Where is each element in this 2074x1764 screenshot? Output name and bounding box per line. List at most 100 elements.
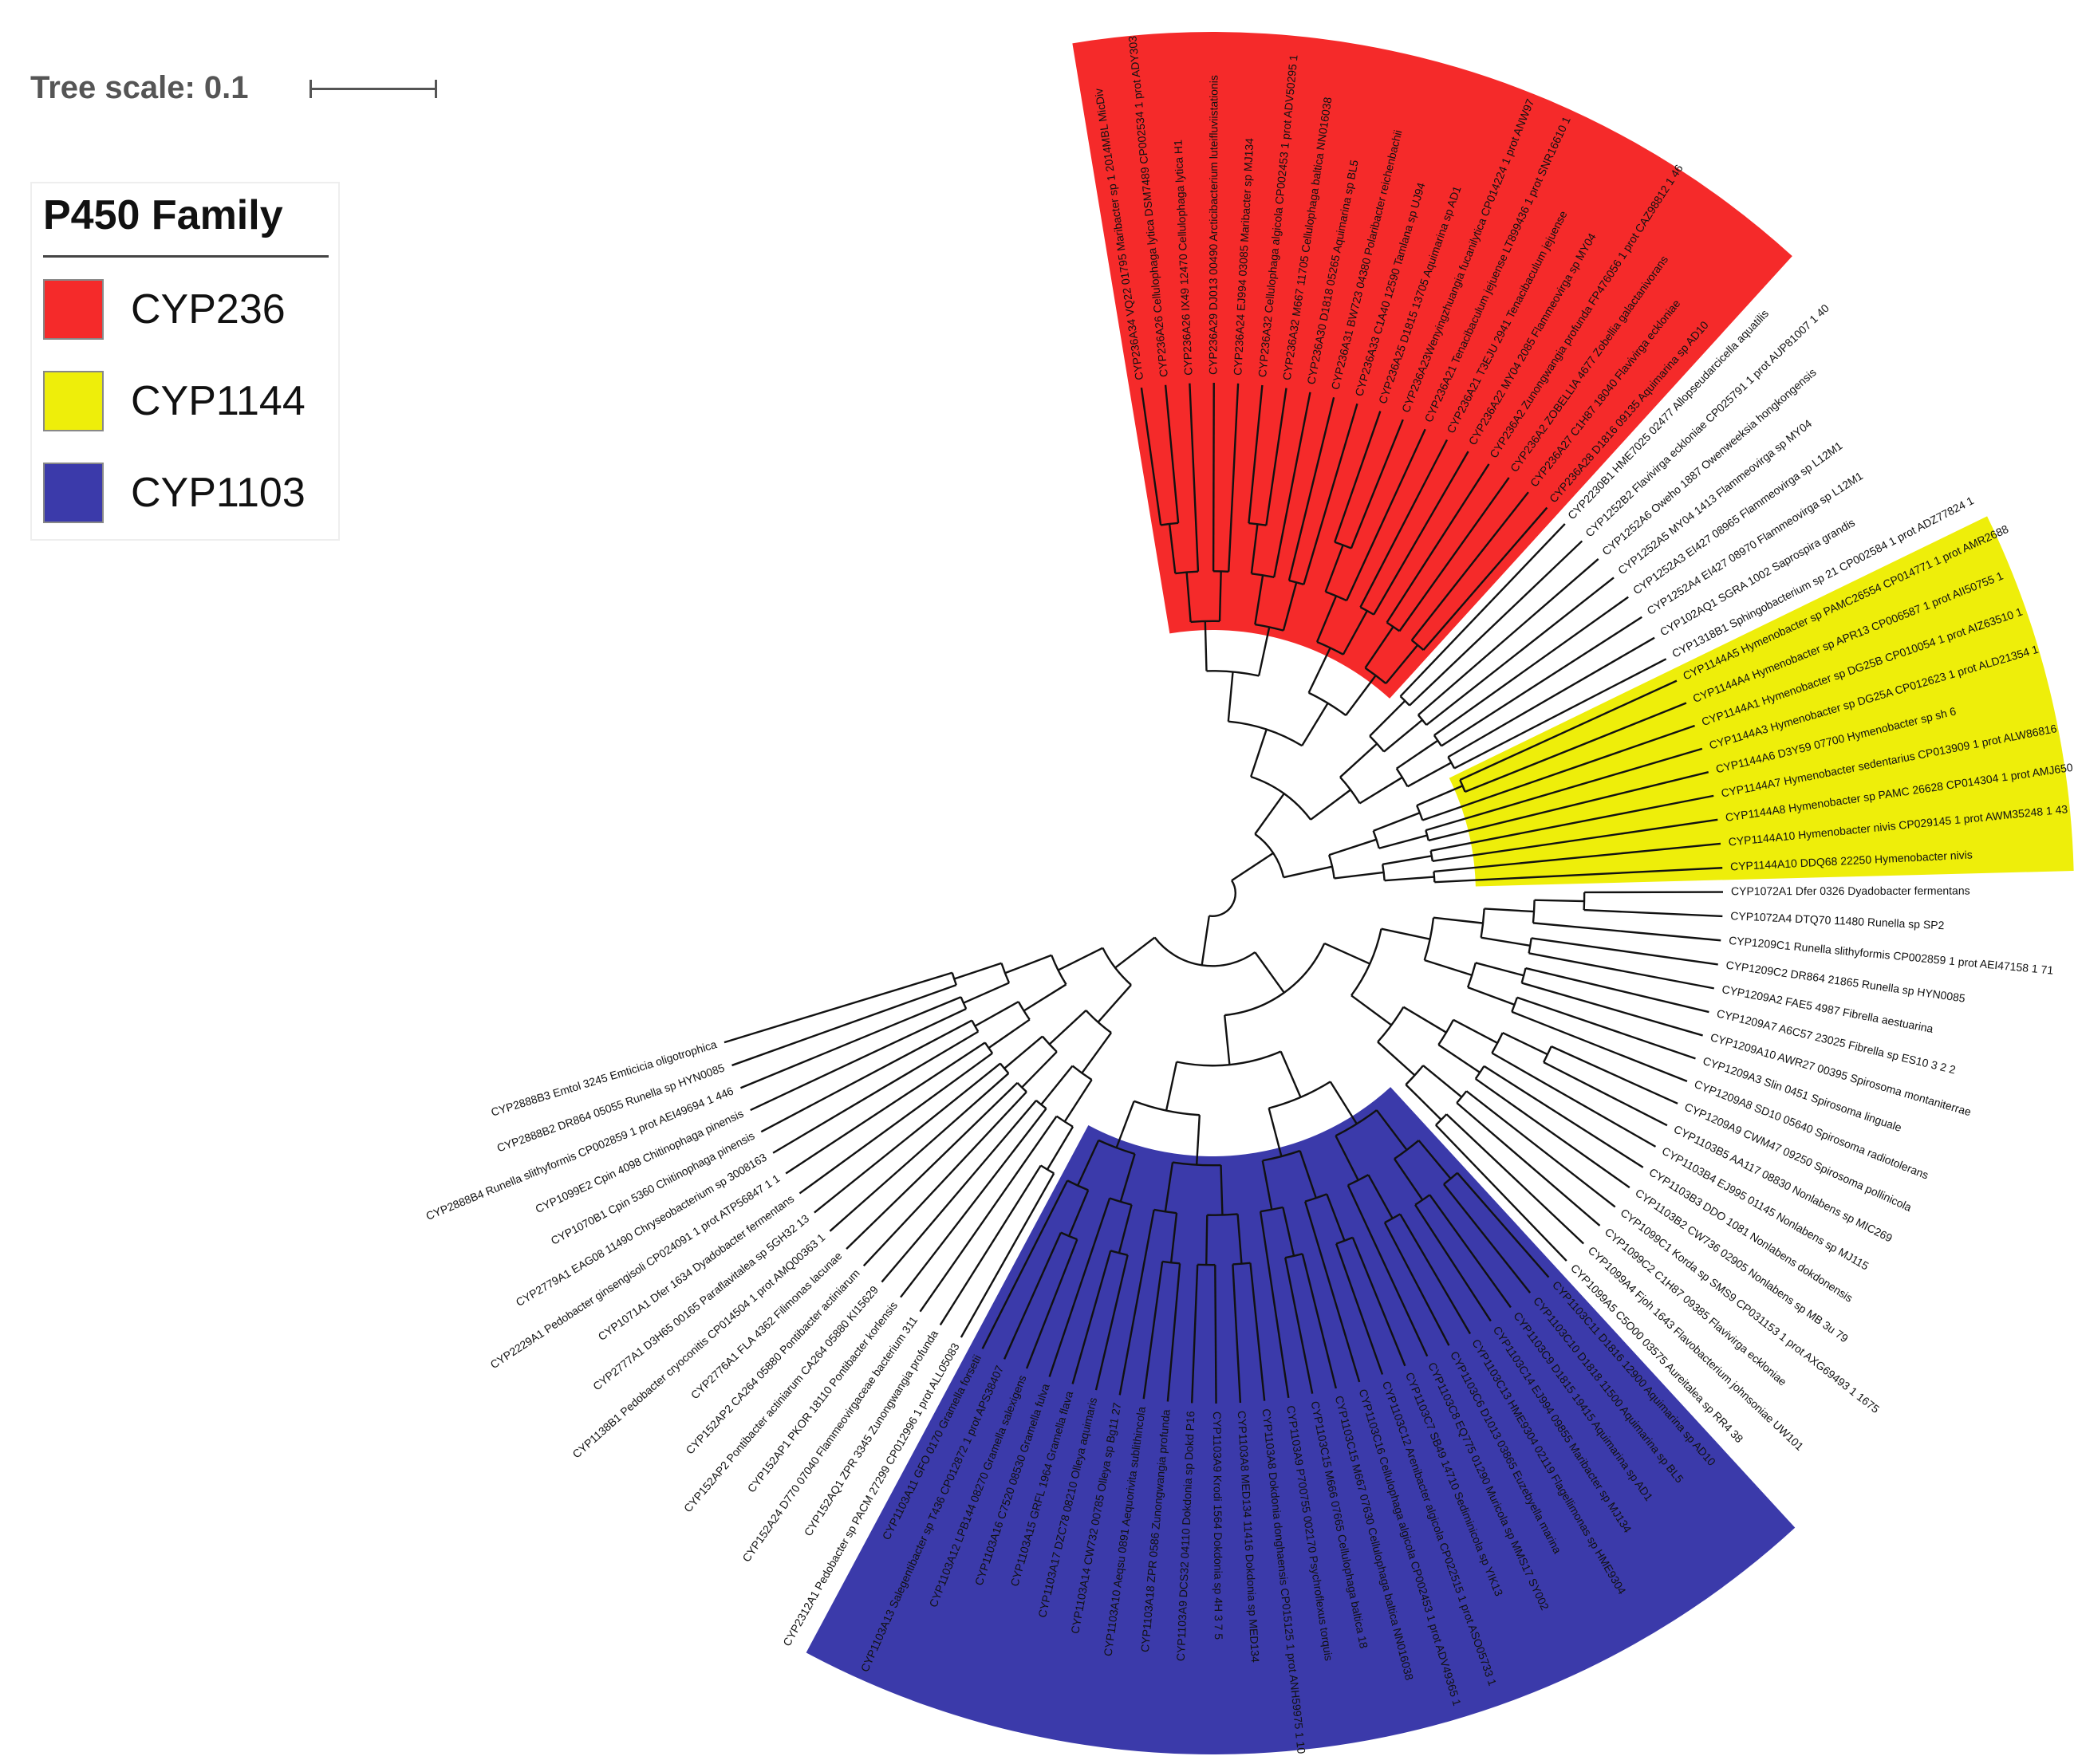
tree-branch [1283, 867, 1332, 878]
tree-branch [1329, 840, 1376, 855]
tree-branch [1476, 963, 1524, 975]
tree-node-arc [1533, 900, 1535, 923]
tree-branch [1024, 984, 1067, 1010]
tree-branch [1206, 1215, 1207, 1265]
tree-branch [1379, 835, 1427, 848]
legend-divider [43, 255, 329, 258]
tree-branch [1535, 900, 1584, 901]
tree-node-arc [1041, 1166, 1054, 1174]
tree-branch [1403, 1007, 1446, 1033]
tree-node-arc [1209, 880, 1236, 916]
leaf-label: CYP1103A9 Krodi 1564 Dokdonia sp 4H 3 7 … [1211, 1412, 1225, 1640]
tree-branch [988, 1020, 1029, 1049]
tree-branch [1082, 1033, 1111, 1073]
tree-branch [1408, 762, 1452, 786]
tree-branch [1453, 1020, 1497, 1043]
tree-branch [975, 1002, 1019, 1026]
tree-node-arc [1457, 1091, 1466, 1103]
legend-label-cyp1103: CYP1103 [131, 469, 306, 517]
tree-node-arc [1207, 1214, 1237, 1215]
leaf-label: CYP236A29 DJ013 00490 Arcticibacterium l… [1206, 75, 1220, 375]
tree-branch [1117, 1101, 1134, 1148]
tree-branch [964, 982, 1009, 1002]
leaf-label: CYP1072A4 DTQ70 11480 Runella sp SP2 [1730, 909, 1945, 931]
tree-branch [1438, 1045, 1480, 1073]
tree-branch [732, 985, 956, 1065]
tree-node-arc [1529, 938, 1532, 953]
legend-swatch-cyp1103 [43, 463, 104, 523]
tree-branch [1331, 1081, 1357, 1124]
tree-branch [1374, 813, 1420, 831]
tree-branch [1005, 955, 1051, 973]
tree-node-arc [1191, 621, 1220, 622]
tree-branch [1466, 1091, 1615, 1207]
tree-node-arc [1476, 1066, 1485, 1079]
tree-branch [1255, 952, 1284, 993]
tree-branch [1309, 648, 1331, 692]
tree-branch [740, 997, 960, 1088]
tree-node-arc [1433, 872, 1434, 882]
tree-node-arc [1086, 1010, 1111, 1033]
tree-branch [1220, 571, 1221, 620]
tree-branch [1205, 621, 1207, 671]
tree-branch [1213, 383, 1214, 571]
tree-node-arc [1544, 1046, 1552, 1062]
legend-label-cyp236: CYP236 [131, 285, 286, 333]
tree-node-arc [1213, 571, 1228, 572]
tree-branch [1382, 929, 1430, 939]
legend-swatch-cyp1144 [43, 371, 104, 431]
tree-branch [1533, 923, 1721, 940]
tree-branch [1335, 872, 1384, 879]
tree-node-arc [1434, 735, 1441, 746]
clade-highlight-cyp236 [1072, 32, 1792, 699]
tree-node-arc [1073, 1066, 1092, 1080]
tree-node-arc [1382, 864, 1384, 880]
tree-branch [1311, 789, 1350, 819]
tree-branch [1382, 856, 1432, 864]
tree-branch [1423, 1065, 1461, 1097]
tree-branch [1385, 877, 1434, 881]
tree-branch [1397, 741, 1438, 769]
tree-branch [1340, 744, 1377, 778]
tree-branch [1255, 793, 1283, 834]
tree-branch [1041, 1066, 1072, 1105]
tree-branch [1202, 915, 1209, 965]
tree-branch [1251, 730, 1267, 777]
legend-item-cyp1144: CYP1144 [43, 371, 330, 435]
tree-node-arc [972, 1021, 978, 1032]
tree-branch [1351, 995, 1391, 1025]
tree-branch [1417, 786, 1462, 805]
leaf-label: CYP1072A1 Dfer 0326 Dyadobacter fermenta… [1731, 884, 1970, 898]
tree-branch [1425, 960, 1473, 975]
tree-branch [1324, 943, 1370, 964]
legend-label-cyp1144: CYP1144 [131, 377, 306, 425]
tree-branch [1370, 701, 1405, 736]
tree-branch [786, 1042, 985, 1173]
tree-branch [1098, 985, 1131, 1022]
tree-branch [1281, 1052, 1301, 1097]
tree-branch [1065, 1080, 1092, 1121]
tree-branch [761, 1021, 972, 1132]
tree-branch [1346, 675, 1375, 715]
tree-branch [1228, 671, 1233, 721]
tree-node-arc [1019, 1002, 1030, 1019]
tree-node-arc [1431, 851, 1433, 861]
tree-branch [1224, 1015, 1229, 1065]
legend-title: P450 Family [43, 191, 283, 239]
tree-branch [1360, 778, 1402, 804]
tree-branch [773, 1032, 978, 1153]
tree-scale: Tree scale: 0.1 [30, 64, 445, 112]
tree-branch [1050, 1010, 1086, 1044]
tree-branch [1503, 1033, 1548, 1054]
tree-node-arc [1448, 757, 1454, 768]
tree-branch [1378, 1042, 1414, 1076]
tree-branch [1492, 1053, 1655, 1146]
tree-branch [1302, 703, 1327, 746]
tree-node-arc [1340, 778, 1360, 804]
tree-branch [1232, 853, 1273, 880]
tree-branch [1584, 910, 1723, 916]
tree-branch [1115, 938, 1155, 968]
tree-branch [1529, 953, 1714, 988]
tree-branch [1004, 1037, 1043, 1069]
